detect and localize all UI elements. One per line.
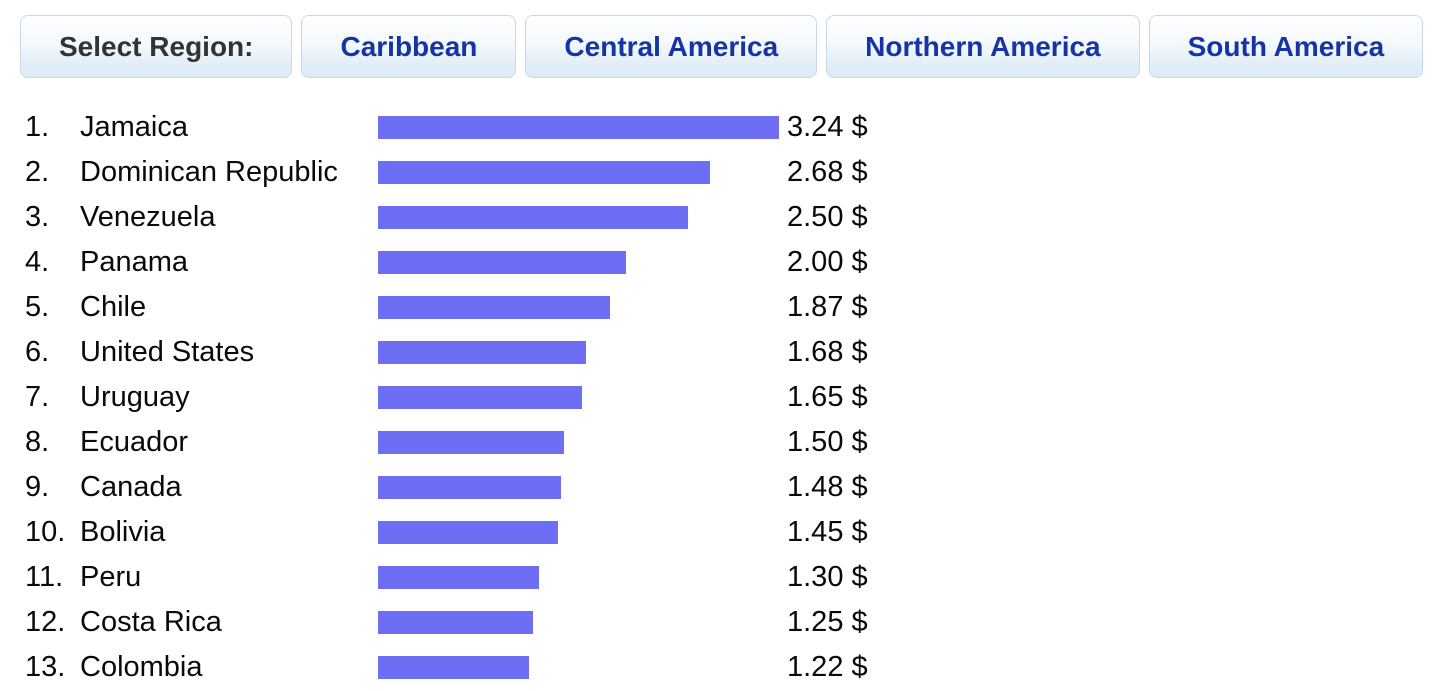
country-name: Ecuador xyxy=(80,426,189,458)
value-label: 1.45 $ xyxy=(787,516,868,548)
rank-number: 8. xyxy=(25,426,50,458)
rank-number: 1. xyxy=(25,111,50,143)
value-label: 2.50 $ xyxy=(787,201,868,233)
value-label: 1.68 $ xyxy=(787,336,868,368)
bar-track xyxy=(378,161,787,184)
region-button-northern-america[interactable]: Northern America xyxy=(826,15,1140,78)
bar-track xyxy=(378,431,787,454)
rank-number: 13. xyxy=(25,651,66,683)
country-name: Colombia xyxy=(80,651,203,683)
bar-track xyxy=(378,296,787,319)
value-label: 1.22 $ xyxy=(787,651,868,683)
bar-track xyxy=(378,656,787,679)
country-name: Panama xyxy=(80,246,189,278)
rank-number: 6. xyxy=(25,336,50,368)
value-label: 2.68 $ xyxy=(787,156,868,188)
country-name: Dominican Republic xyxy=(80,156,338,188)
ranking-row: 13. Colombia 1.22 $ xyxy=(25,645,1444,690)
bar-track xyxy=(378,386,787,409)
region-button-central-america[interactable]: Central America xyxy=(525,15,818,78)
rank-number: 12. xyxy=(25,606,66,638)
ranking-row: 12. Costa Rica 1.25 $ xyxy=(25,600,1444,645)
value-label: 1.87 $ xyxy=(787,291,868,323)
value-label: 1.30 $ xyxy=(787,561,868,593)
value-bar xyxy=(378,206,688,229)
rank-number: 7. xyxy=(25,381,50,413)
bar-track xyxy=(378,116,787,139)
value-bar xyxy=(378,386,582,409)
country-name: Canada xyxy=(80,471,182,503)
region-button-caribbean[interactable]: Caribbean xyxy=(301,15,517,78)
value-bar xyxy=(378,521,558,544)
ranking-row: 9. Canada 1.48 $ xyxy=(25,465,1444,510)
country-name: Jamaica xyxy=(80,111,188,143)
region-toolbar: Select Region: Caribbean Central America… xyxy=(20,15,1424,78)
country-name: Uruguay xyxy=(80,381,190,413)
rank-number: 3. xyxy=(25,201,50,233)
bar-track xyxy=(378,566,787,589)
bar-track xyxy=(378,521,787,544)
country-name: Bolivia xyxy=(80,516,166,548)
rank-number: 2. xyxy=(25,156,50,188)
value-bar xyxy=(378,161,710,184)
country-name: Peru xyxy=(80,561,142,593)
bar-track xyxy=(378,206,787,229)
rank-number: 5. xyxy=(25,291,50,323)
rank-number: 4. xyxy=(25,246,50,278)
ranking-list: 1. Jamaica 3.24 $ 2. Dominican Republic … xyxy=(0,105,1444,690)
ranking-row: 8. Ecuador 1.50 $ xyxy=(25,420,1444,465)
ranking-row: 5. Chile 1.87 $ xyxy=(25,285,1444,330)
value-bar xyxy=(378,566,539,589)
ranking-row: 6. United States 1.68 $ xyxy=(25,330,1444,375)
region-button-south-america[interactable]: South America xyxy=(1148,15,1424,78)
value-bar xyxy=(378,656,529,679)
value-bar xyxy=(378,251,626,274)
ranking-row: 11. Peru 1.30 $ xyxy=(25,555,1444,600)
rank-number: 9. xyxy=(25,471,50,503)
value-label: 1.25 $ xyxy=(787,606,868,638)
country-name: United States xyxy=(80,336,255,368)
value-label: 1.50 $ xyxy=(787,426,868,458)
value-bar xyxy=(378,116,779,139)
ranking-row: 2. Dominican Republic 2.68 $ xyxy=(25,150,1444,195)
ranking-row: 3. Venezuela 2.50 $ xyxy=(25,195,1444,240)
value-bar xyxy=(378,431,564,454)
bar-track xyxy=(378,341,787,364)
ranking-row: 10. Bolivia 1.45 $ xyxy=(25,510,1444,555)
select-region-label: Select Region: xyxy=(20,15,293,78)
ranking-row: 4. Panama 2.00 $ xyxy=(25,240,1444,285)
value-label: 1.48 $ xyxy=(787,471,868,503)
value-label: 3.24 $ xyxy=(787,111,868,143)
ranking-row: 1. Jamaica 3.24 $ xyxy=(25,105,1444,150)
value-bar xyxy=(378,296,610,319)
rank-number: 10. xyxy=(25,516,66,548)
rank-number: 11. xyxy=(25,561,64,593)
value-bar xyxy=(378,476,561,499)
bar-track xyxy=(378,611,787,634)
value-label: 1.65 $ xyxy=(787,381,868,413)
bar-track xyxy=(378,251,787,274)
country-name: Costa Rica xyxy=(80,606,222,638)
country-name: Venezuela xyxy=(80,201,216,233)
value-bar xyxy=(378,341,586,364)
country-name: Chile xyxy=(80,291,147,323)
bar-track xyxy=(378,476,787,499)
value-label: 2.00 $ xyxy=(787,246,868,278)
ranking-row: 7. Uruguay 1.65 $ xyxy=(25,375,1444,420)
value-bar xyxy=(378,611,533,634)
